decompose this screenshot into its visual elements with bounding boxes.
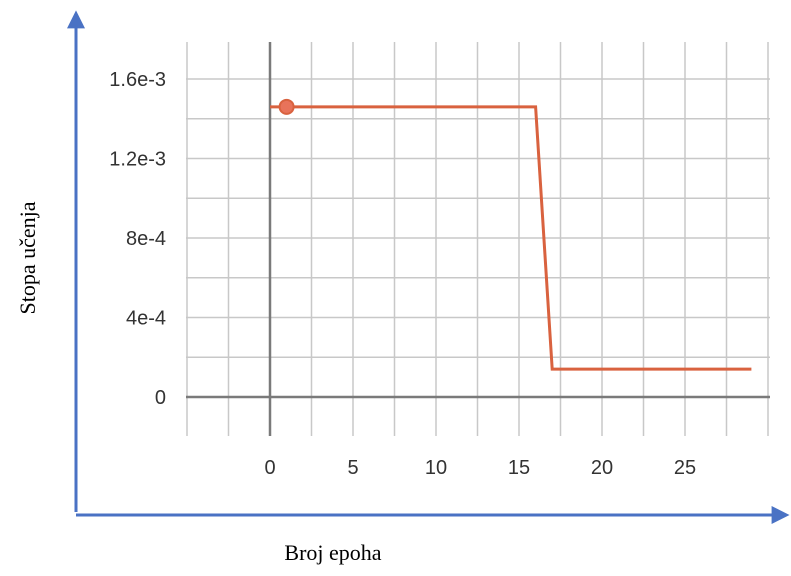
- x-tick-label: 25: [674, 457, 696, 479]
- y-tick-label: 1.6e-3: [109, 69, 166, 91]
- y-tick-label: 0: [155, 387, 166, 409]
- x-axis-title: Broj epoha: [284, 540, 381, 565]
- y-axis-title: Stopa učenja: [15, 201, 40, 314]
- series-line: [270, 105, 752, 371]
- y-tick-labels: 0 4e-4 8e-4 1.2e-3 1.6e-3: [109, 69, 166, 409]
- x-tick-label: 20: [591, 457, 613, 479]
- x-tick-label: 0: [264, 457, 275, 479]
- grid: [186, 42, 770, 436]
- series: [270, 98, 752, 371]
- x-tick-label: 5: [347, 457, 358, 479]
- y-tick-label: 1.2e-3: [109, 149, 166, 171]
- y-tick-label: 4e-4: [126, 308, 166, 330]
- x-tick-label: 15: [508, 457, 530, 479]
- x-tick-label: 10: [425, 457, 447, 479]
- series-start-marker: [278, 98, 295, 115]
- y-tick-label: 8e-4: [126, 228, 166, 250]
- x-tick-labels: 0 5 10 15 20 25: [264, 457, 696, 479]
